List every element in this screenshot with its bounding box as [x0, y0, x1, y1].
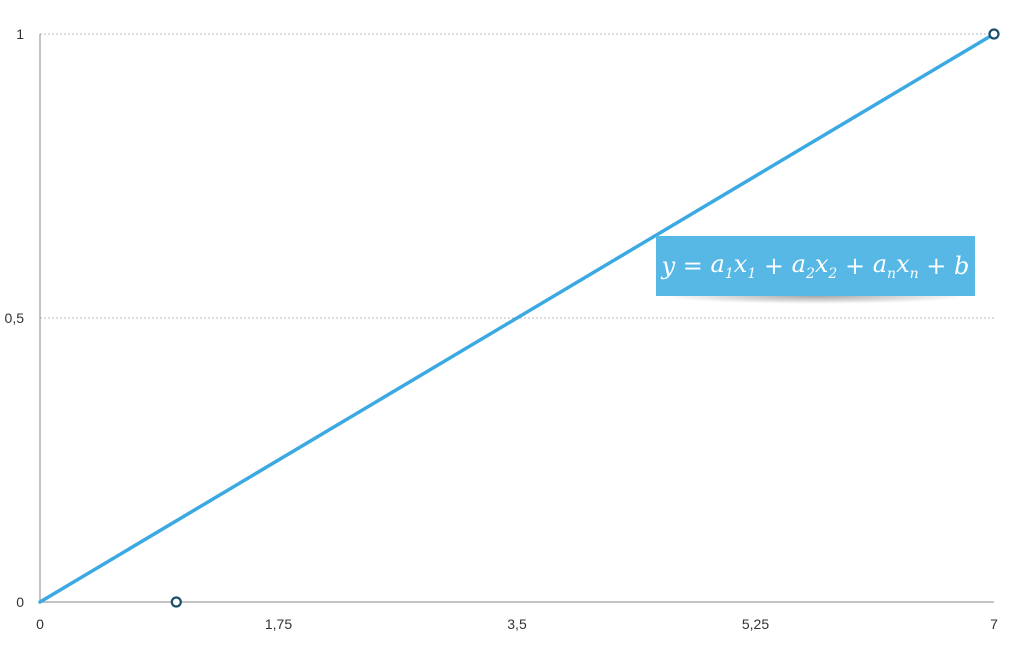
eq-plus-1: + [763, 252, 784, 280]
x-tick-label: 3,5 [507, 616, 527, 632]
eq-a1x1: a1x1 [710, 250, 757, 282]
tick-labels: 0 1,75 3,5 5,25 7 0 0,5 1 [5, 26, 999, 632]
y-tick-label: 0,5 [5, 310, 25, 326]
x-tick-label: 0 [36, 616, 44, 632]
annotation-shadow [662, 296, 969, 304]
equation-annotation: y = a1x1 + a2x2 + anxn + b [656, 236, 975, 304]
eq-b: b [954, 252, 970, 280]
eq-y: y [661, 252, 676, 280]
eq-equals: = [682, 252, 703, 280]
fit-line [38, 32, 996, 604]
annotation-background [656, 236, 975, 296]
eq-anxn: anxn [872, 250, 919, 282]
x-tick-label: 7 [990, 616, 998, 632]
fit-line-group [38, 32, 996, 604]
eq-plus-2: + [844, 252, 866, 280]
x-tick-label: 5,25 [742, 616, 769, 632]
y-tick-label: 0 [16, 594, 24, 610]
y-tick-label: 1 [16, 26, 24, 42]
data-points [170, 28, 1000, 608]
data-point [170, 596, 182, 608]
equation-text: y = a1x1 + a2x2 + anxn + b [656, 236, 975, 296]
eq-plus-3: + [926, 252, 947, 280]
x-tick-label: 1,75 [265, 616, 292, 632]
eq-a2x2: a2x2 [791, 250, 838, 282]
data-point [988, 28, 1000, 40]
